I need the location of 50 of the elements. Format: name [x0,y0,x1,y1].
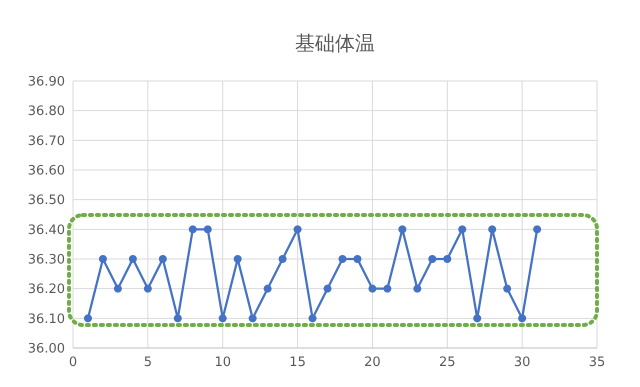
x-tick-label: 35 [588,355,606,370]
point [488,225,496,234]
x-tick-label: 10 [214,355,231,370]
point [188,225,197,234]
point [264,284,272,293]
point [308,314,317,322]
point [398,225,406,234]
x-tick-label: 15 [289,355,306,370]
x-tick-label: 0 [68,355,78,370]
point [84,314,92,322]
y-tick-label: 36.60 [28,164,65,179]
y-tick-label: 36.70 [28,134,65,149]
y-tick-label: 36.50 [28,193,65,208]
point [413,284,422,293]
x-tick-label: 20 [364,355,381,370]
y-tick-label: 36.80 [28,104,65,120]
point [218,314,227,322]
point [518,314,526,322]
point [98,255,107,263]
point [383,284,392,293]
point [473,314,482,322]
point [174,314,182,322]
y-tick-label: 36.00 [28,342,65,357]
y-tick-label: 36.40 [28,222,65,238]
y-tick-label: 36.30 [28,252,65,268]
point [428,255,436,263]
x-tick-label: 30 [514,355,530,370]
y-tick-label: 36.90 [28,74,65,90]
point [458,225,466,234]
x-tick-label: 5 [144,355,152,370]
point [324,284,332,293]
x-tick-label: 25 [439,355,456,370]
point [204,225,212,234]
point [248,314,257,322]
point [503,284,512,293]
chart-title: 基础体温 [295,31,375,55]
point [114,284,122,293]
point [338,255,346,263]
point [368,284,376,293]
point [533,225,542,234]
point [278,255,287,263]
point [128,255,137,263]
y-tick-label: 36.20 [28,282,65,298]
point [353,255,362,263]
point [443,255,452,263]
point [234,255,242,263]
y-tick-label: 36.10 [28,312,65,327]
point [158,255,167,263]
point [144,284,152,293]
point [294,225,302,234]
